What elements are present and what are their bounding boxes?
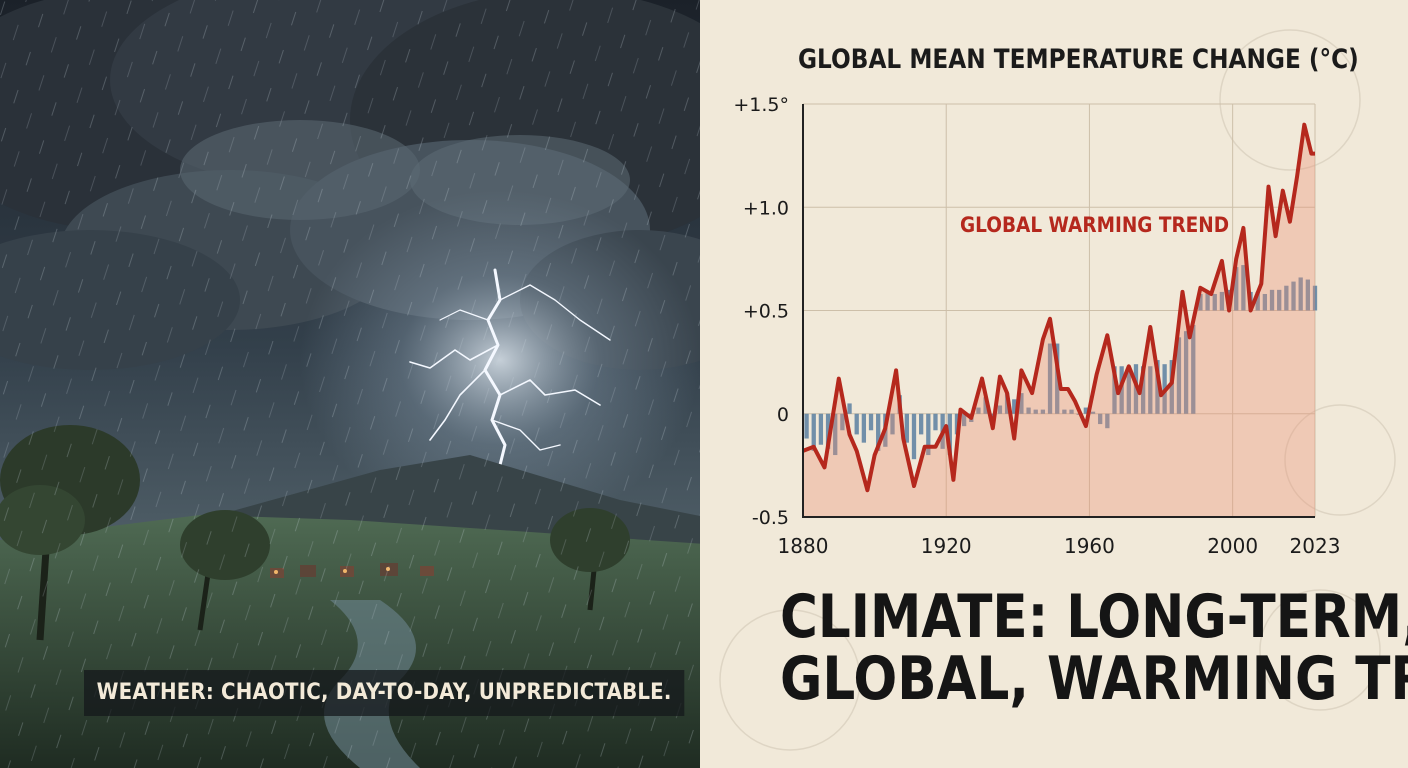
anomaly-bar xyxy=(1176,337,1182,414)
anomaly-bar xyxy=(1040,409,1046,414)
anomaly-bar xyxy=(1033,409,1038,414)
anomaly-bar xyxy=(1047,343,1053,414)
x-tick-label: 1920 xyxy=(921,534,972,558)
anomaly-bar xyxy=(1312,285,1318,311)
y-tick-label: +1.5° xyxy=(733,94,789,116)
x-tick-label: 1960 xyxy=(1064,534,1115,558)
anomaly-bar xyxy=(833,413,838,456)
anomaly-bar xyxy=(926,413,931,456)
anomaly-bar xyxy=(1219,291,1225,311)
anomaly-bar xyxy=(919,413,924,435)
x-tick-label: 2023 xyxy=(1290,534,1341,558)
anomaly-bar xyxy=(947,413,952,456)
x-tick-label: 2000 xyxy=(1207,534,1258,558)
anomaly-bar xyxy=(861,413,867,443)
anomaly-bar xyxy=(997,405,1003,414)
x-tick-labels: 1880 1920 1960 2000 2023 xyxy=(778,534,1341,558)
anomaly-bar xyxy=(1069,409,1074,414)
anomaly-bar xyxy=(890,413,895,435)
anomaly-bar xyxy=(804,413,809,439)
anomaly-bar xyxy=(818,413,824,445)
y-tick-label: 0 xyxy=(777,404,789,426)
main-heading-line-2: GLOBAL, WARMING TREND xyxy=(780,644,1408,714)
anomaly-bar xyxy=(1205,291,1210,311)
anomaly-bar xyxy=(1090,411,1096,414)
anomaly-bar xyxy=(1277,289,1282,311)
chart-axes xyxy=(802,104,1315,518)
anomaly-bar xyxy=(911,413,917,460)
anomaly-bar xyxy=(1148,366,1153,414)
anomaly-bar xyxy=(1198,293,1203,311)
anomaly-bar xyxy=(1126,366,1131,414)
anomaly-bar xyxy=(1212,293,1217,311)
anomaly-bar xyxy=(1191,324,1196,414)
anomaly-bar xyxy=(1255,291,1260,311)
anomaly-bar xyxy=(840,413,845,431)
main-heading: CLIMATE: LONG-TERM, GLOBAL, WARMING TREN… xyxy=(780,582,1408,714)
x-tick-label: 1880 xyxy=(778,534,829,558)
anomaly-bar xyxy=(1119,366,1124,414)
anomaly-bar xyxy=(1284,285,1289,311)
anomaly-bar xyxy=(1019,393,1024,414)
anomaly-bar xyxy=(868,413,874,431)
anomaly-bar xyxy=(954,413,960,435)
trend-area xyxy=(803,124,1315,517)
anomaly-bar xyxy=(811,413,816,451)
rain xyxy=(0,0,720,768)
anomaly-bar xyxy=(1269,289,1275,311)
y-tick-label: +1.0 xyxy=(743,197,789,219)
anomaly-bar xyxy=(1062,409,1067,414)
anomaly-bar xyxy=(1169,360,1174,414)
anomaly-bar xyxy=(983,397,988,414)
storm-illustration: WEATHER: CHAOTIC, DAY-TO-DAY, UNPREDICTA… xyxy=(0,0,720,768)
anomaly-bar xyxy=(904,413,909,443)
y-tick-label: -0.5 xyxy=(752,507,789,529)
anomaly-bar xyxy=(1262,293,1268,311)
temperature-chart: +1.5°+1.0+0.50-0.5 1880 1920 1960 2000 2023 … xyxy=(719,29,1396,751)
y-tick-labels: +1.5° +1.0 +0.5 0 -0.5 xyxy=(733,94,789,529)
anomaly-bar xyxy=(847,403,852,414)
anomaly-bar xyxy=(876,413,881,451)
storm-scene xyxy=(0,0,720,768)
anomaly-bar xyxy=(1298,277,1303,311)
anomaly-bar xyxy=(1026,407,1031,414)
anomaly-bar xyxy=(1140,366,1146,414)
anomaly-bar xyxy=(976,407,981,414)
background-sketches xyxy=(719,29,1396,751)
chart-panel xyxy=(700,0,1408,768)
anomaly-bar xyxy=(1291,281,1296,311)
anomaly-bar xyxy=(1112,366,1117,414)
anomaly-bar xyxy=(1234,267,1239,311)
anomaly-bar xyxy=(1155,360,1160,414)
anomaly-bar xyxy=(854,413,859,435)
anomaly-bar xyxy=(1241,265,1246,311)
anomaly-bar xyxy=(825,413,831,449)
anomaly-bar xyxy=(1098,413,1103,425)
anomaly-bar xyxy=(1083,407,1089,414)
trend-line xyxy=(802,122,1315,493)
anomaly-bar xyxy=(1305,279,1310,311)
anomaly-bar xyxy=(1183,331,1189,414)
anomaly-bar xyxy=(1105,413,1110,429)
y-tick-label: +0.5 xyxy=(743,301,789,323)
trend-annotation: GLOBAL WARMING TREND xyxy=(960,213,1229,237)
anomaly-bar xyxy=(933,413,938,431)
main-heading-line-1: CLIMATE: LONG-TERM, xyxy=(780,582,1408,652)
anomaly-bar xyxy=(1012,399,1017,414)
weather-caption: WEATHER: CHAOTIC, DAY-TO-DAY, UNPREDICTA… xyxy=(84,670,685,716)
chart-title: GLOBAL MEAN TEMPERATURE CHANGE (°C) xyxy=(798,44,1359,75)
anomaly-bar xyxy=(961,413,967,427)
